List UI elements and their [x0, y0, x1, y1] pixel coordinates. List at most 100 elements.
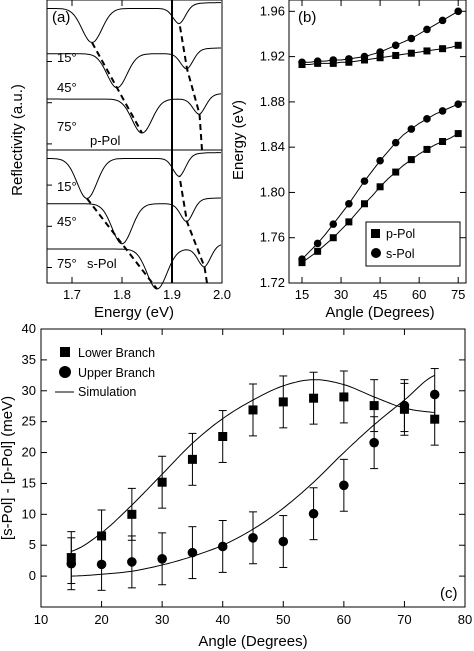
panel-a: (a) 15° 45° 75° p-Pol 15° 45° 75° s-Pol … [9, 0, 231, 321]
upper-dip-dashed-line [178, 23, 203, 151]
panel-c-xtick-label: 70 [397, 612, 411, 627]
legend-p-pol-label: p-Pol [386, 227, 415, 241]
upper-dip-dashed-line [178, 176, 208, 284]
panel-b-p-pol-point [423, 145, 431, 153]
panel-c-legend: Lower Branch Upper Branch Simulation [55, 346, 155, 399]
panel-b-p-pol-point [376, 183, 384, 191]
lower-branch-point [157, 477, 167, 487]
s-angle-label-3: 75° [57, 256, 77, 271]
panel-b-s-pol-point [438, 16, 447, 25]
panel-b-s-pol-point [345, 199, 353, 208]
panel-b-s-pol-point [298, 58, 306, 67]
panel-b-s-pol-point [407, 34, 416, 43]
panel-b-s-pol-point [298, 255, 306, 264]
panel-a-label: (a) [52, 9, 70, 26]
panel-b-frame [288, 0, 467, 284]
panel-b-p-pol-point [360, 200, 368, 208]
lower-branch-point [339, 392, 349, 402]
panel-b-ylabel: Energy (eV) [230, 100, 247, 180]
reflectivity-curve [47, 2, 221, 44]
panel-b-p-pol-point [329, 234, 337, 242]
upper-branch-point [339, 480, 349, 491]
panel-a-frame [46, 0, 223, 284]
panel-a-xtick-label: 2.0 [213, 287, 231, 302]
panel-c-xtick-label: 30 [155, 612, 169, 627]
panel-b-xtick-label: 30 [334, 287, 348, 302]
panel-c-ylabel: [s-Pol] - [p-Pol] (meV) [0, 396, 16, 540]
lower-branch-point [248, 405, 258, 415]
panel-c: (c) Angle (Degrees) [s-Pol] - [p-Pol] (m… [0, 321, 472, 650]
upper-branch-point [278, 536, 289, 547]
panel-b-xlabel: Angle (Degrees) [325, 304, 434, 321]
legend-lower-branch-label: Lower Branch [78, 346, 155, 360]
panel-b-s-pol-point [329, 220, 338, 228]
panel-c-xtick-label: 10 [34, 612, 48, 627]
reflectivity-curve [47, 197, 221, 245]
panel-b-ytick-label: 1.92 [260, 49, 285, 64]
reflectivity-curve [47, 93, 222, 134]
panel-a-ylabel: Reflectivity (a.u.) [9, 84, 26, 196]
panel-c-xtick-label: 20 [94, 612, 108, 627]
panel-b-p-pol-point [439, 45, 447, 53]
s-angle-label-1: 15° [57, 179, 77, 194]
panel-a-xtick-label: 1.8 [113, 287, 131, 302]
lower-dip-dashed-line [86, 197, 158, 290]
panel-b-p-pol-point [314, 247, 322, 255]
upper-branch-point [217, 541, 228, 552]
lower-branch-point [278, 397, 288, 407]
legend-simulation-label: Simulation [78, 385, 136, 399]
panel-b-ytick-label: 1.84 [260, 139, 285, 154]
panel-c-ytick-label: 10 [22, 506, 36, 521]
panel-b-s-pol-point [345, 55, 353, 63]
lower-dip-dashed-line [91, 42, 143, 134]
panel-b-p-pol-point [423, 47, 431, 55]
panel-b-ytick-label: 1.88 [260, 94, 285, 109]
reflectivity-curve [47, 244, 222, 290]
s-angle-label-2: 45° [57, 214, 77, 229]
lower-branch-point [187, 454, 197, 464]
panel-b-s-pol-point [329, 56, 338, 64]
legend-p-pol-marker [371, 229, 380, 238]
upper-branch-point [127, 557, 137, 567]
panel-b-s-pol-point [376, 48, 384, 56]
panel-b-s-pol-point [391, 138, 400, 147]
panel-b-s-pol-point [313, 57, 322, 65]
panel-b-p-pol-point [439, 138, 447, 145]
panel-b-s-pol-point [360, 177, 369, 185]
panel-c-label: (c) [440, 585, 458, 602]
legend-upper-branch-marker [59, 366, 71, 378]
panel-c-ytick-label: 40 [22, 321, 36, 336]
panel-b-s-pol-point [376, 156, 384, 165]
panel-b-s-pol-point [423, 25, 431, 34]
upper-branch-point [96, 559, 107, 570]
reflectivity-curve [47, 47, 221, 89]
panel-c-ytick-label: 15 [22, 475, 36, 490]
panel-b-label: (b) [298, 9, 316, 26]
s-pol-label: s-Pol [87, 256, 117, 271]
panel-c-ytick-label: 20 [22, 445, 36, 460]
panel-a-xtick-label: 1.9 [163, 287, 181, 302]
legend-s-pol-label: s-Pol [386, 247, 414, 261]
panel-c-xtick-label: 50 [276, 612, 290, 627]
upper-branch-point [399, 400, 410, 411]
panel-b-s-pol-point [454, 100, 462, 108]
panel-b: (b) Angle (Degrees) Energy (eV) p-Pol s-… [230, 0, 467, 321]
lower-branch-point [97, 531, 107, 541]
panel-c-ytick-label: 25 [22, 414, 36, 429]
panel-b-legend: p-Pol s-Pol [365, 221, 461, 267]
panel-b-p-pol-point [392, 168, 400, 176]
panel-b-ytick-label: 1.72 [260, 275, 285, 290]
lower-branch-point [218, 431, 228, 441]
panel-b-s-pol-point [360, 52, 369, 61]
upper-branch-point [66, 558, 77, 569]
panel-b-p-pol-point [345, 218, 353, 226]
panel-b-xtick-label: 60 [412, 287, 426, 302]
panel-c-ytick-label: 0 [29, 568, 36, 583]
lower-branch-point [369, 401, 379, 411]
upper-branch-point [157, 554, 167, 564]
p-pol-label: p-Pol [90, 133, 120, 148]
panel-c-ytick-label: 35 [22, 352, 36, 367]
panel-c-ytick-label: 5 [29, 537, 36, 552]
panel-a-xtick-label: 1.7 [63, 287, 81, 302]
